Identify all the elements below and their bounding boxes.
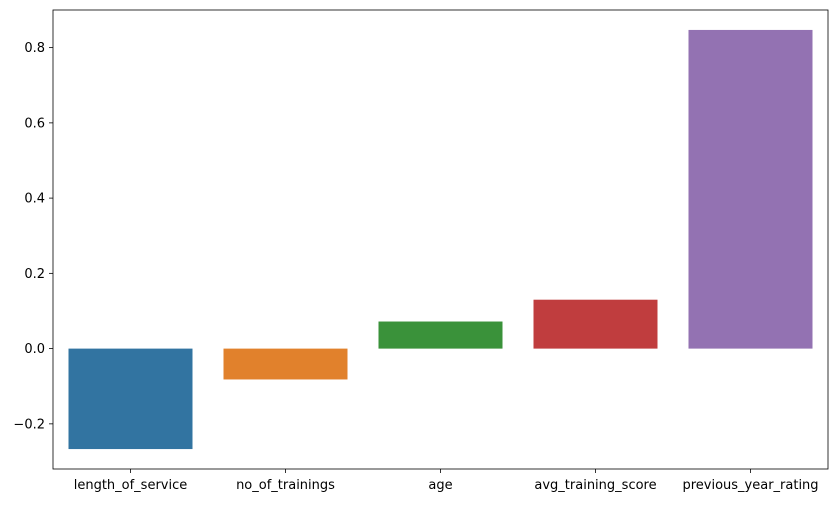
y-tick-label: 0.2 xyxy=(24,267,45,282)
plot-frame xyxy=(52,9,829,470)
x-tick-label: previous_year_rating xyxy=(682,478,818,493)
y-tick-label: −0.2 xyxy=(13,417,45,432)
y-tick-label: 0.4 xyxy=(24,192,45,207)
x-tick-label: avg_training_score xyxy=(534,478,656,493)
bar-length-of-service xyxy=(68,348,193,450)
x-tick-label: age xyxy=(428,478,452,493)
bar-age xyxy=(378,321,503,349)
bar-avg-training-score xyxy=(533,299,658,349)
y-tick-label: 0.8 xyxy=(24,41,45,56)
x-tick-label: no_of_trainings xyxy=(236,478,335,493)
bar-no-of-trainings xyxy=(223,348,348,380)
y-tick-label: 0.6 xyxy=(24,116,45,131)
axes-group: length_of_service no_of_trainings age avg_t… xyxy=(13,9,829,493)
bars-group xyxy=(68,29,813,450)
y-tick-label: 0.0 xyxy=(24,342,45,357)
x-tick-label: length_of_service xyxy=(74,478,188,493)
bar-previous-year-rating xyxy=(688,29,813,349)
